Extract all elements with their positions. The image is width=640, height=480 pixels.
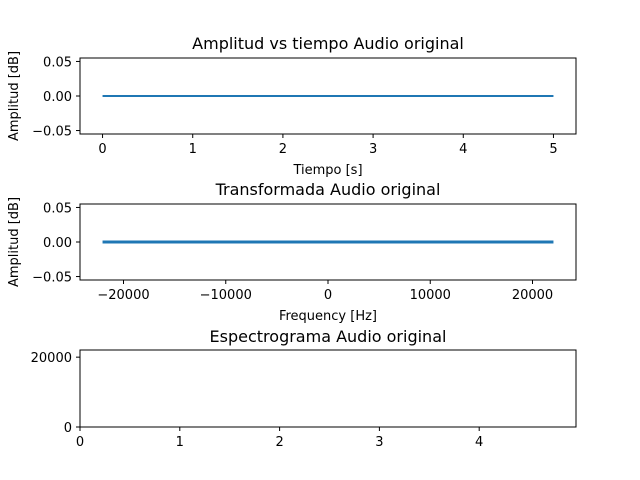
panel-2-frame [79,203,577,281]
panel-2-title: Transformada Audio original [215,180,441,199]
y-tick-label: 0.05 [43,201,72,216]
panel-1-ticks: 0 1 2 3 4 5 0.05 0.00 −0.05 [32,55,557,157]
x-tick-label: 3 [375,435,383,450]
y-tick-label: −0.05 [32,125,72,140]
x-tick-label: 0 [76,435,84,450]
x-tick-label: 3 [369,142,377,157]
x-tick-label: 2 [279,142,287,157]
y-tick-label: 20000 [31,351,72,366]
panel-amplitude-time: Amplitud vs tiempo Audio original Amplit… [7,34,577,178]
x-tick-label: 0 [98,142,106,157]
x-tick-label: 10000 [410,288,451,303]
panel-2-ylabel: Amplitud [dB] [7,197,22,287]
panel-3-frame [79,349,577,428]
panel-1-xlabel: Tiempo [s] [292,163,362,178]
x-tick-label: 2 [275,435,283,450]
panel-1-ylabel: Amplitud [dB] [7,51,22,141]
panel-3-ticks: 0 1 2 3 4 0 20000 [31,351,484,450]
panel-2-xlabel: Frequency [Hz] [279,309,377,324]
x-tick-label: 4 [475,435,483,450]
x-tick-label: 1 [176,435,184,450]
x-tick-label: 20000 [512,288,553,303]
y-tick-label: 0.00 [43,90,72,105]
y-tick-label: 0.05 [43,55,72,70]
x-tick-label: 5 [549,142,557,157]
x-tick-label: −10000 [200,288,252,303]
panel-1-title: Amplitud vs tiempo Audio original [192,34,464,53]
y-tick-label: 0 [64,421,72,436]
panel-spectrogram: Espectrograma Audio original 0 1 2 3 4 0 20000 [31,327,577,450]
panel-3-title: Espectrograma Audio original [210,327,447,346]
y-tick-label: 0.00 [43,236,72,251]
x-tick-label: 1 [189,142,197,157]
x-tick-label: −20000 [97,288,149,303]
x-tick-label: 0 [324,288,332,303]
panel-transform: Transformada Audio original Amplitud [dB… [7,180,577,324]
panel-2-ticks: −20000 −10000 0 10000 20000 0.05 0.00 −0.05 [32,201,553,303]
panel-1-frame [79,57,577,135]
x-tick-label: 4 [459,142,467,157]
y-tick-label: −0.05 [32,271,72,286]
